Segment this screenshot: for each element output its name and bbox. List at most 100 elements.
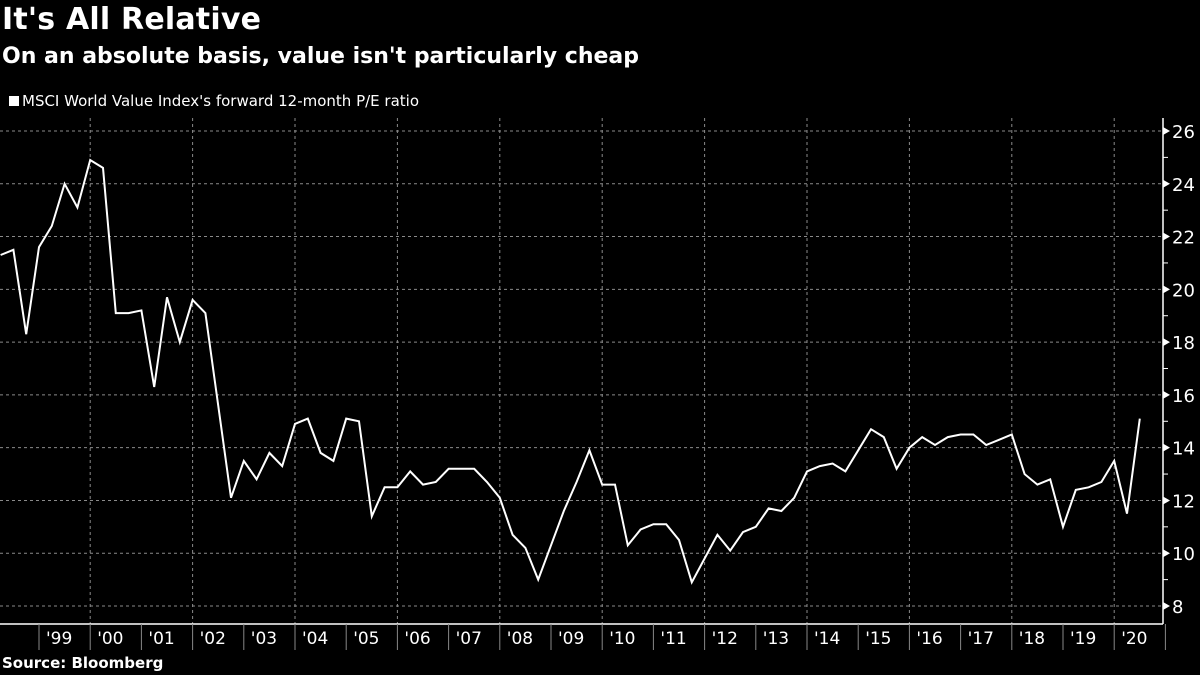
data-point (524, 547, 526, 549)
x-tick-label: '14 (814, 629, 840, 649)
data-point (256, 478, 258, 480)
data-point (460, 468, 462, 470)
data-point (627, 544, 629, 546)
x-tick-label: '05 (353, 629, 379, 649)
data-point (128, 312, 130, 314)
data-point (294, 423, 296, 425)
data-point (307, 418, 309, 420)
data-point (934, 444, 936, 446)
data-point (729, 550, 731, 552)
data-point (640, 528, 642, 530)
y-tick-marker (1163, 232, 1170, 241)
x-tick-label: '04 (302, 629, 328, 649)
x-tick-label: '08 (507, 629, 533, 649)
data-point (768, 507, 770, 509)
data-point (947, 436, 949, 438)
data-point (921, 436, 923, 438)
data-point (1011, 433, 1013, 435)
x-tick-label: '16 (916, 629, 942, 649)
data-point (755, 526, 757, 528)
y-tick-marker (1163, 549, 1170, 558)
data-point (204, 312, 206, 314)
data-point (704, 558, 706, 560)
data-point (614, 484, 616, 486)
data-point (422, 484, 424, 486)
legend-label: MSCI World Value Index's forward 12-mont… (22, 92, 420, 110)
data-point (179, 341, 181, 343)
y-tick-marker (1163, 338, 1170, 347)
data-point (1036, 484, 1038, 486)
y-tick-marker (1163, 127, 1170, 135)
data-point (576, 481, 578, 483)
data-point (665, 523, 667, 525)
x-tick-label: '11 (660, 629, 686, 649)
data-point (908, 447, 910, 449)
data-point (217, 404, 219, 406)
data-point (499, 497, 501, 499)
data-point (1024, 473, 1026, 475)
legend: MSCI World Value Index's forward 12-mont… (9, 91, 419, 111)
x-tick-label: '18 (1019, 629, 1045, 649)
data-point (153, 386, 155, 388)
data-point (192, 299, 194, 301)
x-tick-label: '13 (763, 629, 789, 649)
grid (0, 118, 1163, 624)
x-tick-label: '99 (46, 629, 72, 649)
y-tick-marker (1163, 285, 1170, 294)
data-point (230, 497, 232, 499)
data-point (1139, 418, 1141, 420)
data-point (857, 449, 859, 451)
y-tick-label: 18 (1172, 333, 1195, 354)
x-tick-label: '01 (148, 629, 174, 649)
data-point (435, 481, 437, 483)
x-tick-label: '06 (404, 629, 430, 649)
y-tick-label: 20 (1172, 280, 1195, 301)
data-point (448, 468, 450, 470)
series-layer (0, 158, 1141, 585)
y-tick-label: 24 (1172, 175, 1195, 196)
data-point (396, 486, 398, 488)
x-tick-label: '12 (712, 629, 738, 649)
data-point (832, 463, 834, 465)
data-point (76, 207, 78, 209)
data-point (896, 468, 898, 470)
y-tick-label: 16 (1172, 386, 1195, 407)
data-point (64, 183, 66, 185)
data-point (563, 510, 565, 512)
x-tick-label: '09 (558, 629, 584, 649)
data-point (716, 534, 718, 536)
x-tick-label: '00 (97, 629, 123, 649)
legend-swatch-icon (9, 96, 19, 106)
data-point (486, 481, 488, 483)
data-point (601, 484, 603, 486)
chart-subtitle: On an absolute basis, value isn't partic… (2, 44, 640, 69)
data-point (972, 433, 974, 435)
data-point (512, 534, 514, 536)
data-point (473, 468, 475, 470)
y-tick-label: 26 (1172, 122, 1195, 143)
y-tick-label: 10 (1172, 544, 1195, 565)
data-point (550, 544, 552, 546)
data-point (102, 167, 104, 169)
data-point (652, 523, 654, 525)
x-tick-label: '07 (456, 629, 482, 649)
data-point (243, 460, 245, 462)
data-point (742, 531, 744, 533)
data-point (89, 159, 91, 161)
y-tick-marker (1163, 496, 1170, 505)
data-point (38, 246, 40, 248)
x-tick-label: '02 (200, 629, 226, 649)
data-point (409, 470, 411, 472)
data-point (1126, 513, 1128, 515)
x-tick-label: '20 (1121, 629, 1147, 649)
data-point (384, 486, 386, 488)
data-point (691, 581, 693, 583)
data-point (960, 433, 962, 435)
x-tick-label: '03 (251, 629, 277, 649)
data-point (793, 497, 795, 499)
y-tick-marker (1163, 390, 1170, 399)
data-point (870, 428, 872, 430)
y-tick-marker (1163, 602, 1170, 610)
data-point (345, 418, 347, 420)
